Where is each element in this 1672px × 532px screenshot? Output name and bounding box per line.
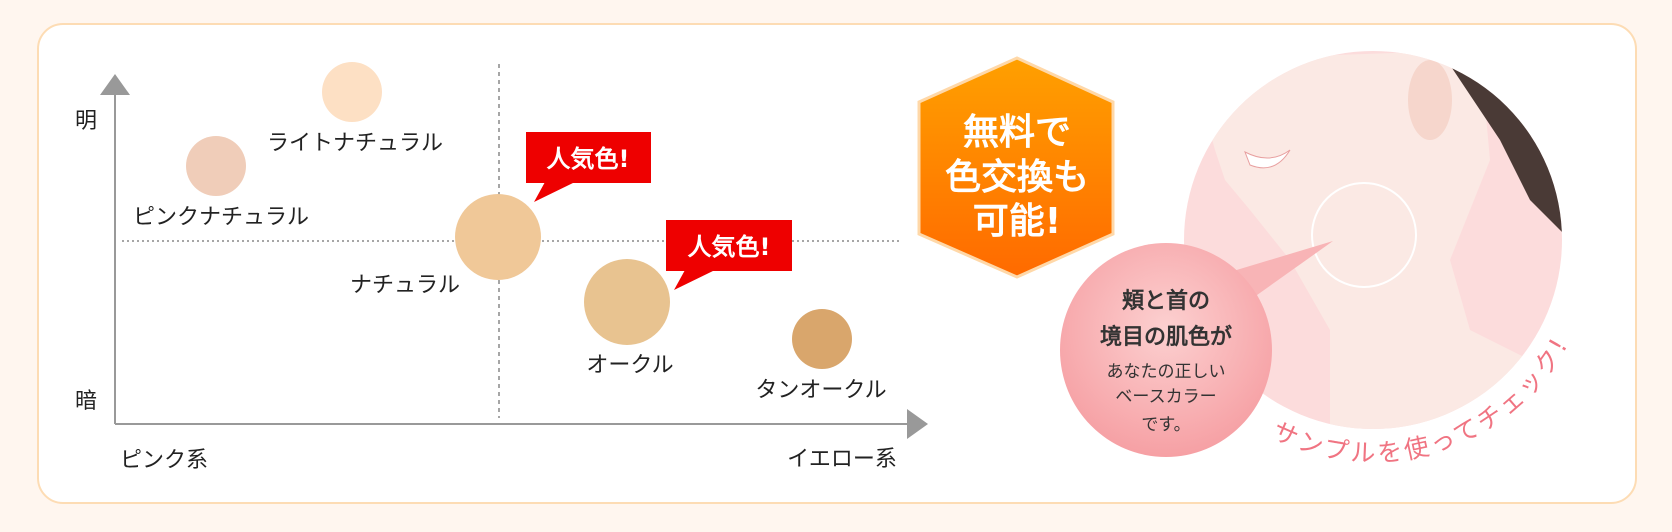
bubble-line: ベースカラー	[1115, 387, 1216, 407]
hexagon-line: 色交換も	[945, 156, 1089, 198]
popular-badge-text: 人気色!	[547, 145, 630, 173]
shade-label: オークル	[586, 353, 673, 378]
x-right-label: イエロー系	[787, 447, 897, 472]
shade-tan-ochre	[792, 309, 852, 369]
x-left-label: ピンク系	[120, 448, 208, 473]
bubble-line: 頬と首の	[1122, 288, 1210, 314]
hexagon-line: 可能!	[973, 201, 1061, 242]
speech-bubble: 頬と首の 境目の肌色が あなたの正しい ベースカラー です。	[1060, 241, 1333, 457]
shade-ochre	[584, 259, 670, 345]
bubble-line: です。	[1141, 415, 1190, 435]
highlight-ring	[1311, 182, 1417, 288]
y-axis-arrow-icon	[100, 74, 130, 95]
y-top-label: 明	[75, 109, 97, 134]
shade-label: タンオークル	[755, 378, 886, 403]
bubble-line: 境目の肌色が	[1100, 324, 1232, 350]
shade-light-natural	[322, 62, 382, 122]
free-exchange-badge: 無料で 色交換も 可能!	[917, 56, 1115, 279]
y-bottom-label: 暗	[75, 389, 97, 414]
popular-badge: 人気色!	[526, 132, 651, 202]
shade-label: ライトナチュラル	[267, 131, 443, 156]
popular-badge: 人気色!	[666, 220, 792, 290]
shade-label: ナチュラル	[350, 273, 460, 298]
shade-natural	[455, 194, 541, 280]
shade-pink-natural	[186, 136, 246, 196]
shade-label: ピンクナチュラル	[133, 205, 309, 230]
bubble-line: あなたの正しい	[1107, 362, 1226, 382]
x-axis-arrow-icon	[907, 409, 928, 439]
hexagon-line: 無料で	[963, 112, 1071, 153]
popular-badge-text: 人気色!	[688, 233, 771, 261]
